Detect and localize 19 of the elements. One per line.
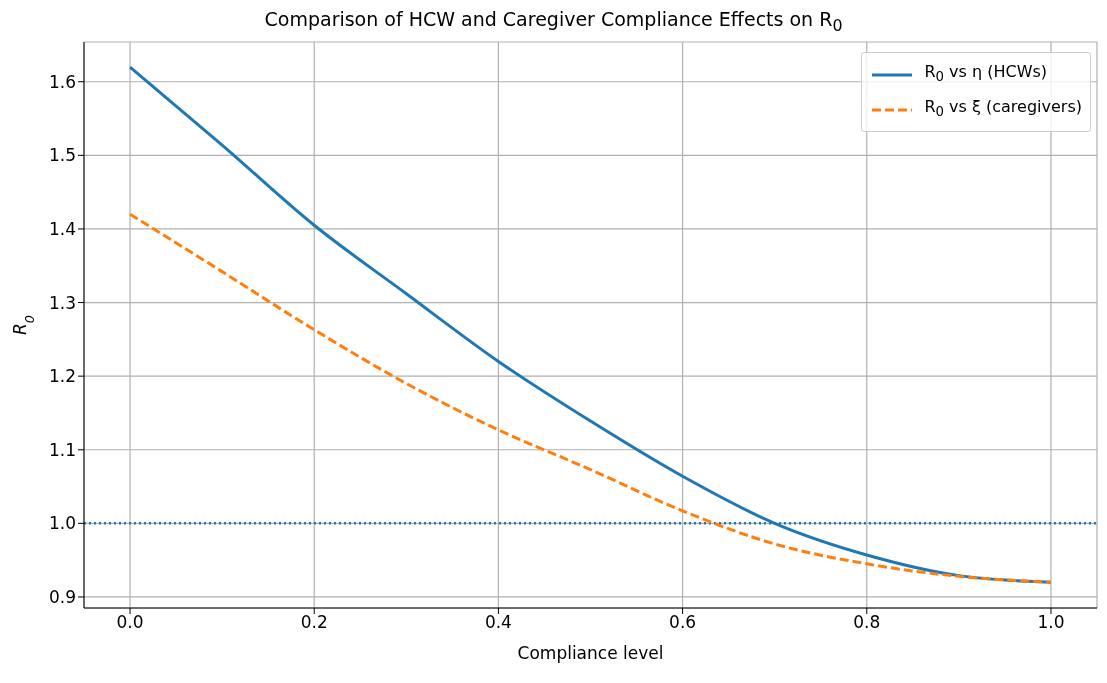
y-tick-label: 1.5 — [48, 145, 76, 166]
y-tick-label: 1.2 — [48, 366, 76, 387]
x-axis-title: Compliance level — [517, 643, 664, 663]
y-tick-label: 1.6 — [48, 71, 76, 92]
x-tick-label: 0.8 — [853, 612, 881, 633]
x-tick-label: 0.0 — [116, 612, 144, 633]
line-series — [128, 212, 1053, 584]
x-tick-label: 0.4 — [484, 612, 512, 633]
y-tick-label: 1.1 — [48, 439, 76, 460]
x-tick-label: 0.6 — [669, 612, 697, 633]
legend-label: R$_{0}$ vs ξ (caregivers) — [924, 96, 1082, 122]
y-tick-label: 0.9 — [48, 586, 76, 607]
y-tick-label: 1.0 — [48, 513, 76, 534]
y-tick-label: 1.4 — [48, 218, 76, 239]
y-tick-label: 1.3 — [48, 292, 76, 313]
x-tick-label: 1.0 — [1037, 612, 1065, 633]
chart-title: Comparison of HCW and Caregiver Compliance Effects on R$_{0}$ — [263, 8, 844, 37]
x-tick-label: 0.2 — [300, 612, 328, 633]
legend-label: R$_{0}$ vs η (HCWs) — [924, 61, 1048, 87]
